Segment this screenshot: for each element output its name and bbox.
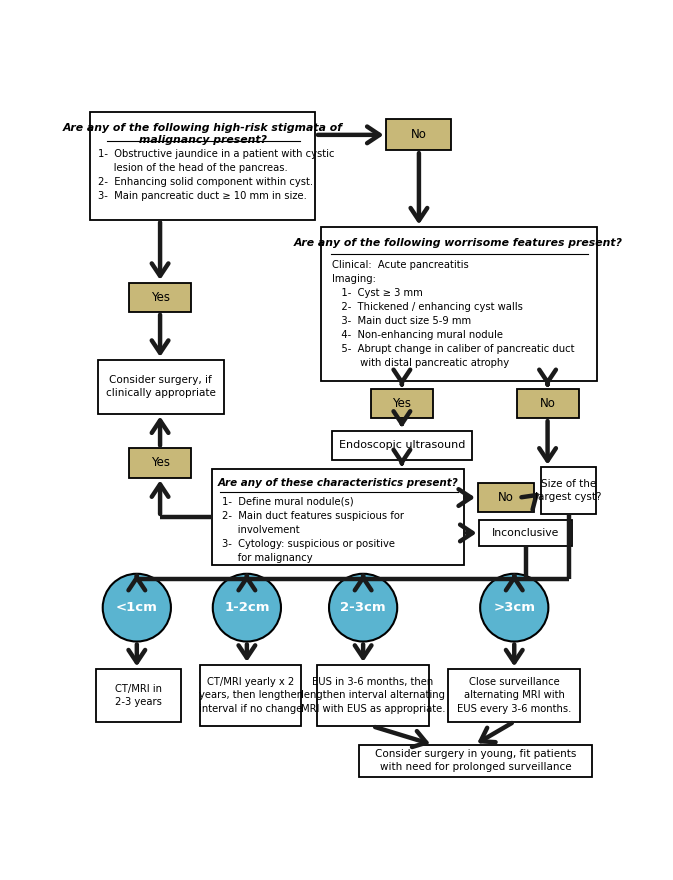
Bar <box>90 112 315 219</box>
Text: 1-  Define mural nodule(s)
2-  Main duct features suspicious for
     involvemen: 1- Define mural nodule(s) 2- Main duct f… <box>222 496 404 563</box>
Ellipse shape <box>103 574 171 642</box>
Text: Yes: Yes <box>151 290 170 304</box>
Text: Close surveillance
alternating MRI with
EUS every 3-6 months.: Close surveillance alternating MRI with … <box>457 678 571 714</box>
Bar <box>386 120 452 150</box>
Text: Yes: Yes <box>151 457 170 469</box>
Text: Yes: Yes <box>392 397 411 410</box>
Bar <box>98 360 223 414</box>
Bar <box>371 389 433 418</box>
Bar <box>320 227 597 381</box>
Bar <box>448 669 580 722</box>
Text: Size of the
largest cyst?: Size of the largest cyst? <box>535 479 602 502</box>
Bar <box>359 744 592 777</box>
Ellipse shape <box>213 574 281 642</box>
Text: 1-  Obstructive jaundice in a patient with cystic
     lesion of the head of the: 1- Obstructive jaundice in a patient wit… <box>98 149 334 201</box>
Text: Consider surgery in young, fit patients
with need for prolonged surveillance: Consider surgery in young, fit patients … <box>375 749 576 773</box>
Text: Consider surgery, if
clinically appropriate: Consider surgery, if clinically appropri… <box>106 375 216 399</box>
Text: EUS in 3-6 months, then
lengthen interval alternating
MRI with EUS as appropriat: EUS in 3-6 months, then lengthen interva… <box>301 678 445 714</box>
Text: <1cm: <1cm <box>116 601 157 614</box>
Text: 2-3cm: 2-3cm <box>341 601 386 614</box>
Bar <box>96 669 181 722</box>
Text: 1-2cm: 1-2cm <box>224 601 270 614</box>
Text: CT/MRI yearly x 2
years, then lengthen
interval if no change: CT/MRI yearly x 2 years, then lengthen i… <box>199 678 303 714</box>
Ellipse shape <box>329 574 397 642</box>
Bar <box>129 448 191 478</box>
Text: Are any of the following worrisome features present?: Are any of the following worrisome featu… <box>294 238 623 248</box>
Ellipse shape <box>480 574 548 642</box>
Text: CT/MRI in
2-3 years: CT/MRI in 2-3 years <box>115 684 162 707</box>
Bar <box>129 282 191 312</box>
Text: >3cm: >3cm <box>493 601 535 614</box>
Bar <box>541 467 596 514</box>
Bar <box>479 520 572 546</box>
Bar <box>316 664 429 726</box>
Bar <box>478 483 534 512</box>
Text: Are any of the following high-risk stigmata of
malignancy present?: Are any of the following high-risk stigm… <box>63 122 343 145</box>
Text: No: No <box>540 397 555 410</box>
Bar <box>212 469 464 565</box>
Text: No: No <box>411 128 427 142</box>
Text: No: No <box>498 491 513 504</box>
Bar <box>332 430 472 459</box>
Text: Inconclusive: Inconclusive <box>492 528 559 538</box>
Bar <box>517 389 579 418</box>
Text: Endoscopic ultrasound: Endoscopic ultrasound <box>339 440 465 451</box>
Bar <box>201 664 301 726</box>
Text: Are any of these characteristics present?: Are any of these characteristics present… <box>217 479 458 488</box>
Text: Clinical:  Acute pancreatitis
Imaging:
   1-  Cyst ≥ 3 mm
   2-  Thickened / enh: Clinical: Acute pancreatitis Imaging: 1-… <box>332 260 575 368</box>
